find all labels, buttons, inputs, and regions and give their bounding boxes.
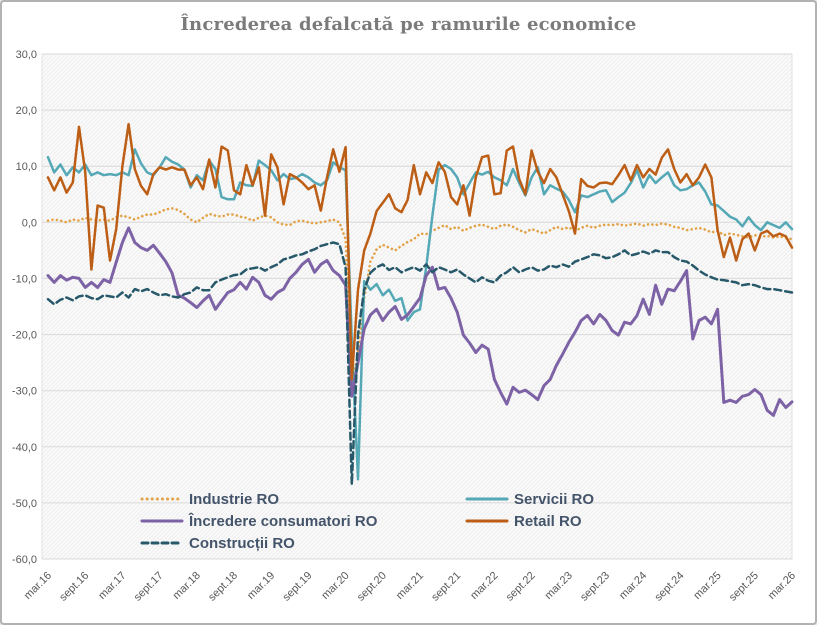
legend-row: Încredere consumatori RO Retail RO [140, 510, 740, 532]
legend-row: Construcții RO [140, 532, 740, 554]
x-axis-tick-label: mar.18 [171, 570, 203, 602]
legend-marker-retail-ro [465, 519, 509, 523]
y-axis-tick-label: 0,0 [22, 217, 37, 229]
legend-marker-constructii-ro [140, 541, 184, 545]
chart-title: Încrederea defalcată pe ramurile economi… [180, 14, 637, 35]
legend-marker-incredere-consumatori-ro [140, 519, 184, 523]
x-axis-tick-label: sept.24 [653, 570, 687, 604]
legend-item-constructii-ro: Construcții RO [140, 535, 465, 552]
legend-item-industrie-ro: Industrie RO [140, 491, 465, 508]
x-axis-tick-label: sept.18 [206, 570, 240, 604]
y-axis-tick-label: -10,0 [12, 273, 37, 285]
chart-legend: Industrie RO Servicii RO Încredere consuma… [140, 488, 740, 554]
x-axis-tick-label: mar.26 [766, 570, 798, 602]
x-axis-tick-label: sept.23 [578, 570, 612, 604]
y-axis-tick-label: 10,0 [16, 161, 37, 173]
legend-label: Retail RO [514, 512, 582, 530]
legend-marker-servicii-ro [465, 497, 509, 501]
legend-item-servicii-ro: Servicii RO [465, 491, 594, 508]
legend-label: Servicii RO [514, 490, 595, 508]
legend-marker-industrie-ro [140, 497, 184, 501]
x-axis-tick-label: sept.25 [727, 570, 761, 604]
plot-area [41, 53, 793, 560]
legend-label: Încredere consumatori RO [189, 512, 378, 530]
x-axis-tick-label: sept.22 [504, 570, 538, 604]
legend-item-incredere-consumatori-ro: Încredere consumatori RO [140, 513, 465, 530]
legend-row: Industrie RO Servicii RO [140, 488, 740, 510]
x-axis-tick-label: sept.17 [132, 570, 166, 604]
y-axis-tick-label: -20,0 [12, 330, 37, 342]
y-axis-tick-label: -50,0 [12, 498, 37, 510]
x-axis-tick-label: sept.21 [429, 570, 463, 604]
x-axis-tick-label: mar.17 [96, 570, 128, 602]
legend-label: Industrie RO [189, 490, 280, 508]
x-axis-tick-label: sept.19 [281, 570, 315, 604]
series-line-incredere-consumatori-ro [46, 226, 794, 417]
x-axis-tick-label: mar.19 [245, 570, 277, 602]
legend-item-retail-ro: Retail RO [465, 513, 582, 530]
x-axis-tick-label: mar.22 [468, 570, 500, 602]
x-axis-tick-label: sept.20 [355, 570, 389, 604]
x-axis-tick-label: mar.24 [617, 570, 649, 602]
series-line-retail-ro [46, 122, 794, 381]
series-line-servicii-ro [46, 148, 794, 481]
x-axis-tick-label: mar.25 [691, 570, 723, 602]
legend-label: Construcții RO [189, 534, 295, 552]
series-line-industrie-ro [46, 207, 794, 393]
y-axis-tick-label: -60,0 [12, 554, 37, 566]
x-axis-tick-label: mar.20 [319, 570, 351, 602]
x-axis-tick-label: mar.21 [394, 570, 426, 602]
y-axis-tick-label: 30,0 [16, 49, 37, 61]
series-line-constructii-ro [46, 241, 794, 486]
x-axis-tick-label: mar.16 [22, 570, 54, 602]
y-axis-tick-label: 20,0 [16, 105, 37, 117]
y-axis-tick-label: -40,0 [12, 442, 37, 454]
x-axis-tick-label: mar.23 [543, 570, 575, 602]
x-axis-tick-label: sept.16 [57, 570, 91, 604]
y-axis-tick-label: -30,0 [12, 386, 37, 398]
